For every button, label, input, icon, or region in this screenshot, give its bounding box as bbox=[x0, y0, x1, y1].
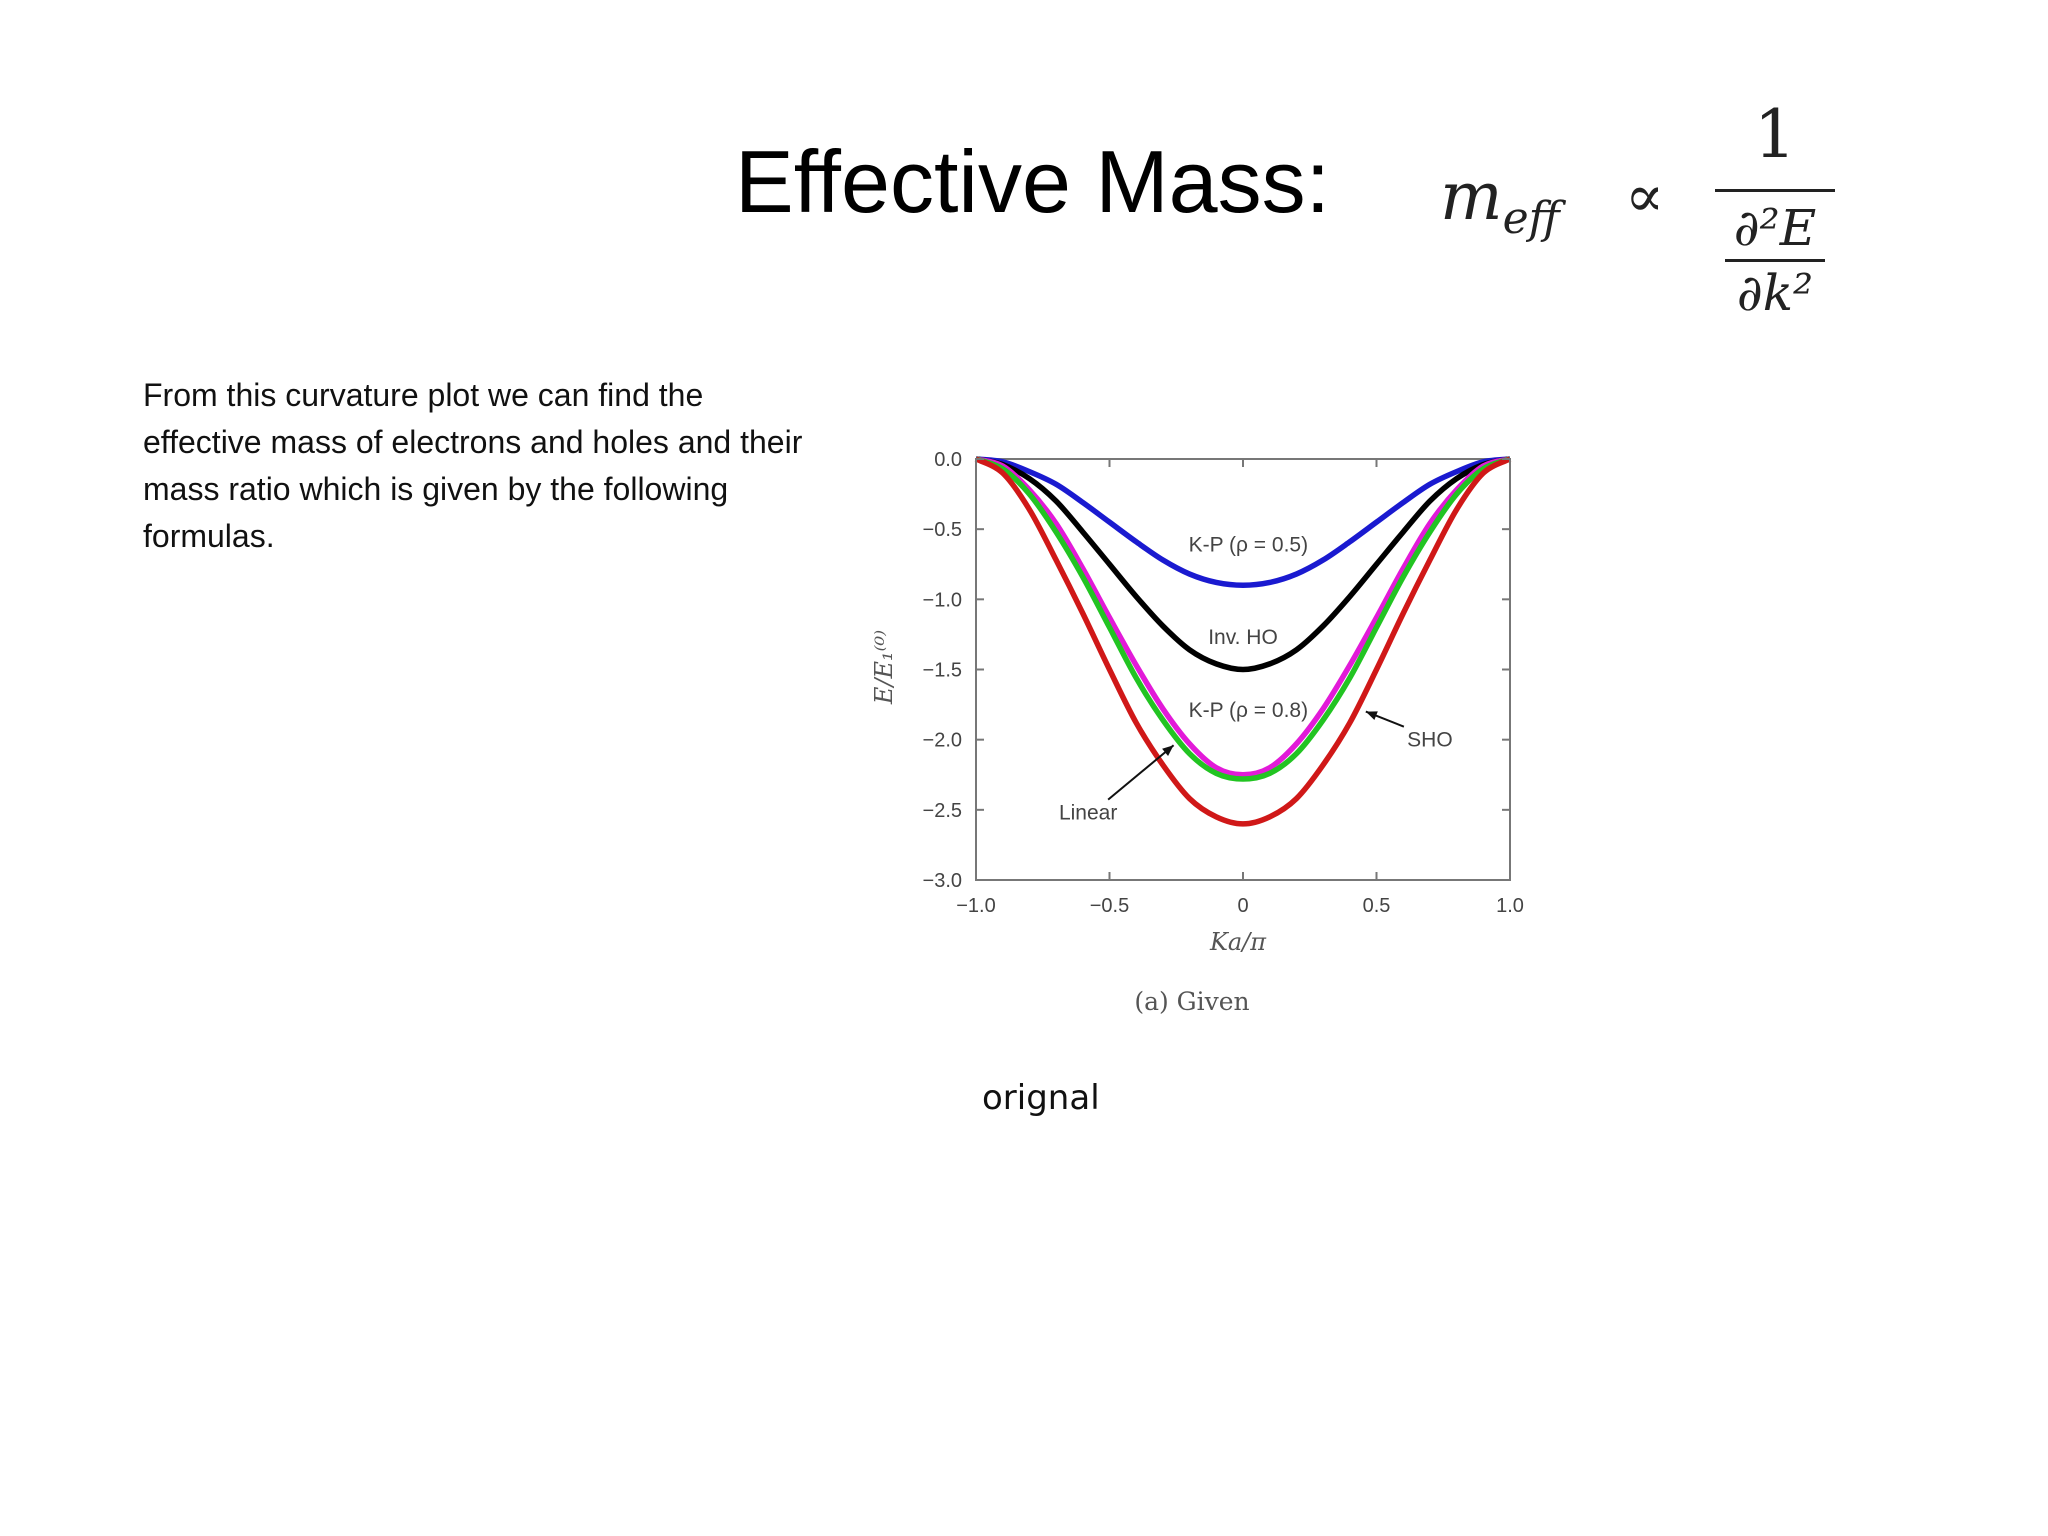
formula-inner-fraction-bar bbox=[1725, 259, 1825, 262]
formula-subscript: eff bbox=[1502, 193, 1560, 244]
y-tick-label: −1.5 bbox=[923, 660, 962, 682]
series-label-3: Linear bbox=[1059, 802, 1117, 825]
formula-inner-numerator: ∂²E bbox=[1733, 199, 1817, 257]
formula-symbol: m bbox=[1440, 158, 1503, 235]
formula-numerator: 1 bbox=[1754, 96, 1796, 173]
note-text: orignal bbox=[982, 1078, 1100, 1118]
effective-mass-formula: meff ∝ 1 ∂²E ∂k² bbox=[1440, 96, 1860, 326]
y-tick-label: −3.0 bbox=[923, 870, 962, 892]
y-axis-label: E/E₁⁽⁰⁾ bbox=[870, 630, 898, 705]
y-tick-label: 0.0 bbox=[934, 449, 962, 471]
x-tick-label: −1.0 bbox=[956, 895, 995, 917]
annotation-arrowhead bbox=[1162, 745, 1174, 756]
series-line-3 bbox=[975, 456, 1511, 782]
chart-svg: −1.0 −0.5 0 0.5 1.0 0.0 −0.5 −1.0 −1.5 −2.0 −2.5 −3… bbox=[870, 449, 1524, 1016]
x-tick-label: 0 bbox=[1237, 895, 1248, 917]
series-line-2 bbox=[975, 456, 1511, 778]
series-label-4: SHO bbox=[1407, 729, 1453, 752]
x-tick-label: −0.5 bbox=[1090, 895, 1129, 917]
formula-relation: ∝ bbox=[1625, 162, 1665, 230]
x-tick-label: 0.5 bbox=[1363, 895, 1391, 917]
description-paragraph: From this curvature plot we can find the… bbox=[143, 377, 803, 554]
series-line-4 bbox=[974, 456, 1512, 827]
y-tick-label: −2.5 bbox=[923, 800, 962, 822]
curvature-chart: −1.0 −0.5 0 0.5 1.0 0.0 −0.5 −1.0 −1.5 −2.0 −2.5 −3… bbox=[840, 420, 1560, 1040]
chart-caption: (a) Given bbox=[1134, 987, 1249, 1016]
formula-lhs: meff bbox=[1440, 158, 1560, 244]
y-tick-label: −2.0 bbox=[923, 730, 962, 752]
formula-fraction-bar bbox=[1715, 189, 1835, 192]
series-label-1: Inv. HO bbox=[1208, 626, 1278, 649]
series-line-0 bbox=[975, 456, 1511, 589]
annotation-arrowhead bbox=[1365, 711, 1378, 721]
x-tick-label: 1.0 bbox=[1496, 895, 1524, 917]
slide-title: Effective Mass: bbox=[735, 132, 1331, 231]
annotation-arrow bbox=[1107, 744, 1175, 801]
y-tick-label: −0.5 bbox=[923, 519, 962, 541]
formula-inner-denominator: ∂k² bbox=[1736, 264, 1814, 322]
x-axis-label: Ka/π bbox=[1209, 928, 1267, 956]
series-line-1 bbox=[975, 456, 1511, 673]
series-label-2: K-P (ρ = 0.8) bbox=[1189, 699, 1309, 722]
y-tick-label: −1.0 bbox=[923, 589, 962, 611]
series-label-0: K-P (ρ = 0.5) bbox=[1189, 534, 1309, 557]
